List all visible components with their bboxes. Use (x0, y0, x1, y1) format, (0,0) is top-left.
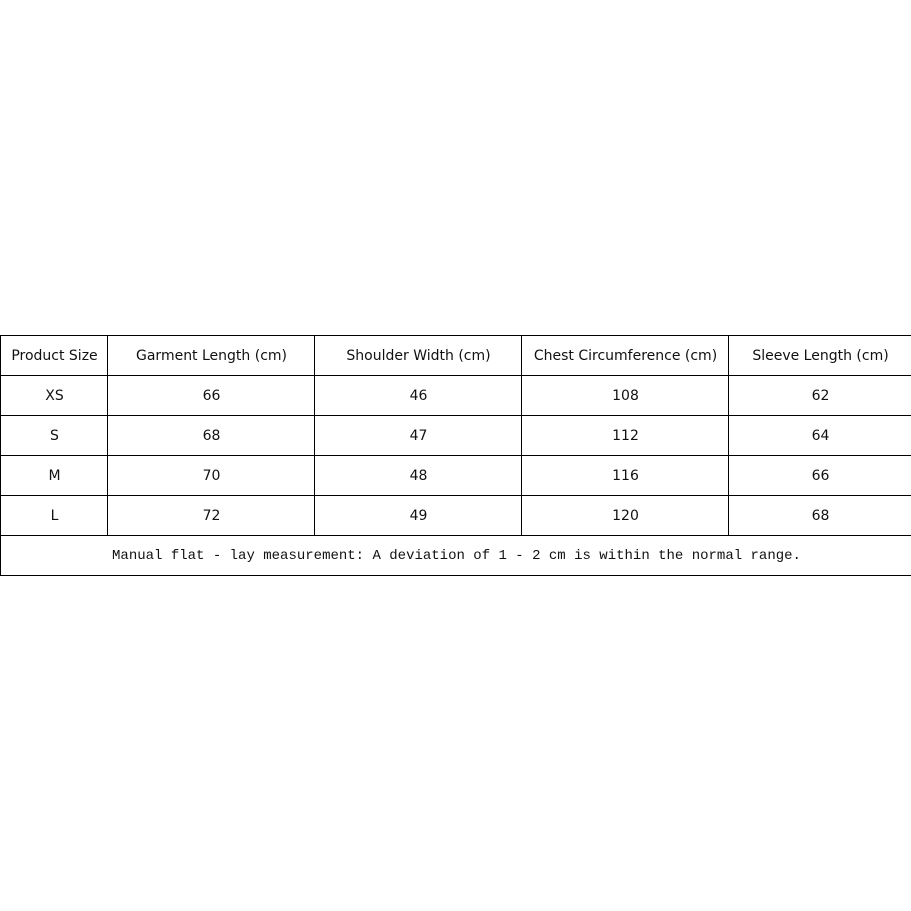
header-cell: Shoulder Width (cm) (314, 335, 522, 376)
table-cell: 48 (314, 455, 522, 496)
table-cell: L (0, 495, 108, 536)
table-cell: 62 (728, 375, 911, 416)
table-cell: 120 (521, 495, 729, 536)
header-cell: Sleeve Length (cm) (728, 335, 911, 376)
table-cell: S (0, 415, 108, 456)
table-cell: M (0, 455, 108, 496)
table-note: Manual flat - lay measurement: A deviati… (0, 535, 911, 576)
table-cell: 46 (314, 375, 522, 416)
table-cell: 64 (728, 415, 911, 456)
header-cell: Product Size (0, 335, 108, 376)
header-cell: Garment Length (cm) (107, 335, 315, 376)
table-cell: 49 (314, 495, 522, 536)
table-cell: 70 (107, 455, 315, 496)
table-cell: 116 (521, 455, 729, 496)
header-cell: Chest Circumference (cm) (521, 335, 729, 376)
table-border (0, 575, 911, 576)
table-cell: 66 (728, 455, 911, 496)
table-cell: 68 (107, 415, 315, 456)
table-cell: 47 (314, 415, 522, 456)
table-cell: 108 (521, 375, 729, 416)
table-cell: 66 (107, 375, 315, 416)
table-cell: 68 (728, 495, 911, 536)
table-cell: 112 (521, 415, 729, 456)
table-cell: 72 (107, 495, 315, 536)
table-cell: XS (0, 375, 108, 416)
